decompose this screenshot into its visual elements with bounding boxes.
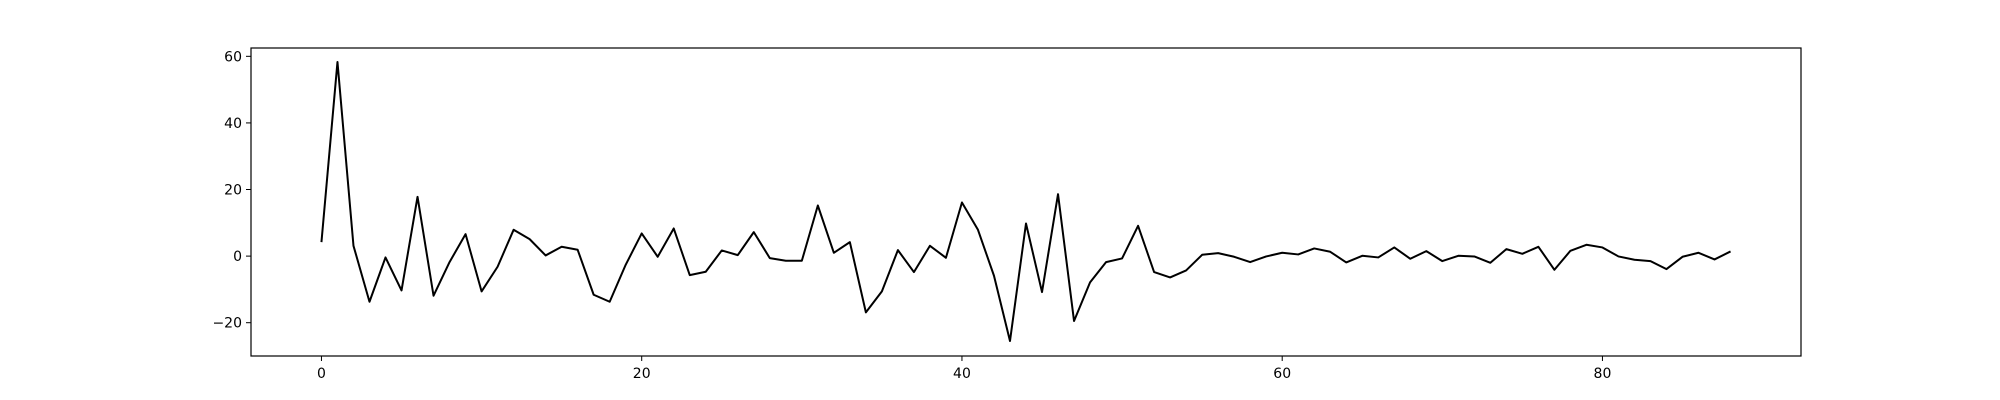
x-tick-label: 80 xyxy=(1594,366,1612,382)
plot-area xyxy=(250,47,1802,357)
series-line xyxy=(320,60,1731,343)
axes-frame xyxy=(250,47,1802,357)
y-tick-label: −20 xyxy=(212,316,242,332)
y-axis: 60 40 20 0 −20 xyxy=(212,49,251,332)
x-tick-label: 60 xyxy=(1273,366,1291,382)
y-tick-label: 40 xyxy=(224,116,242,132)
x-axis: 0 20 40 60 80 xyxy=(317,356,1611,382)
y-tick-label: 20 xyxy=(224,183,242,199)
x-tick-label: 20 xyxy=(633,366,651,382)
y-tick-label: 0 xyxy=(233,249,242,265)
y-tick-label: 60 xyxy=(224,49,242,65)
x-tick-label: 40 xyxy=(953,366,971,382)
x-tick-label: 0 xyxy=(317,366,326,382)
